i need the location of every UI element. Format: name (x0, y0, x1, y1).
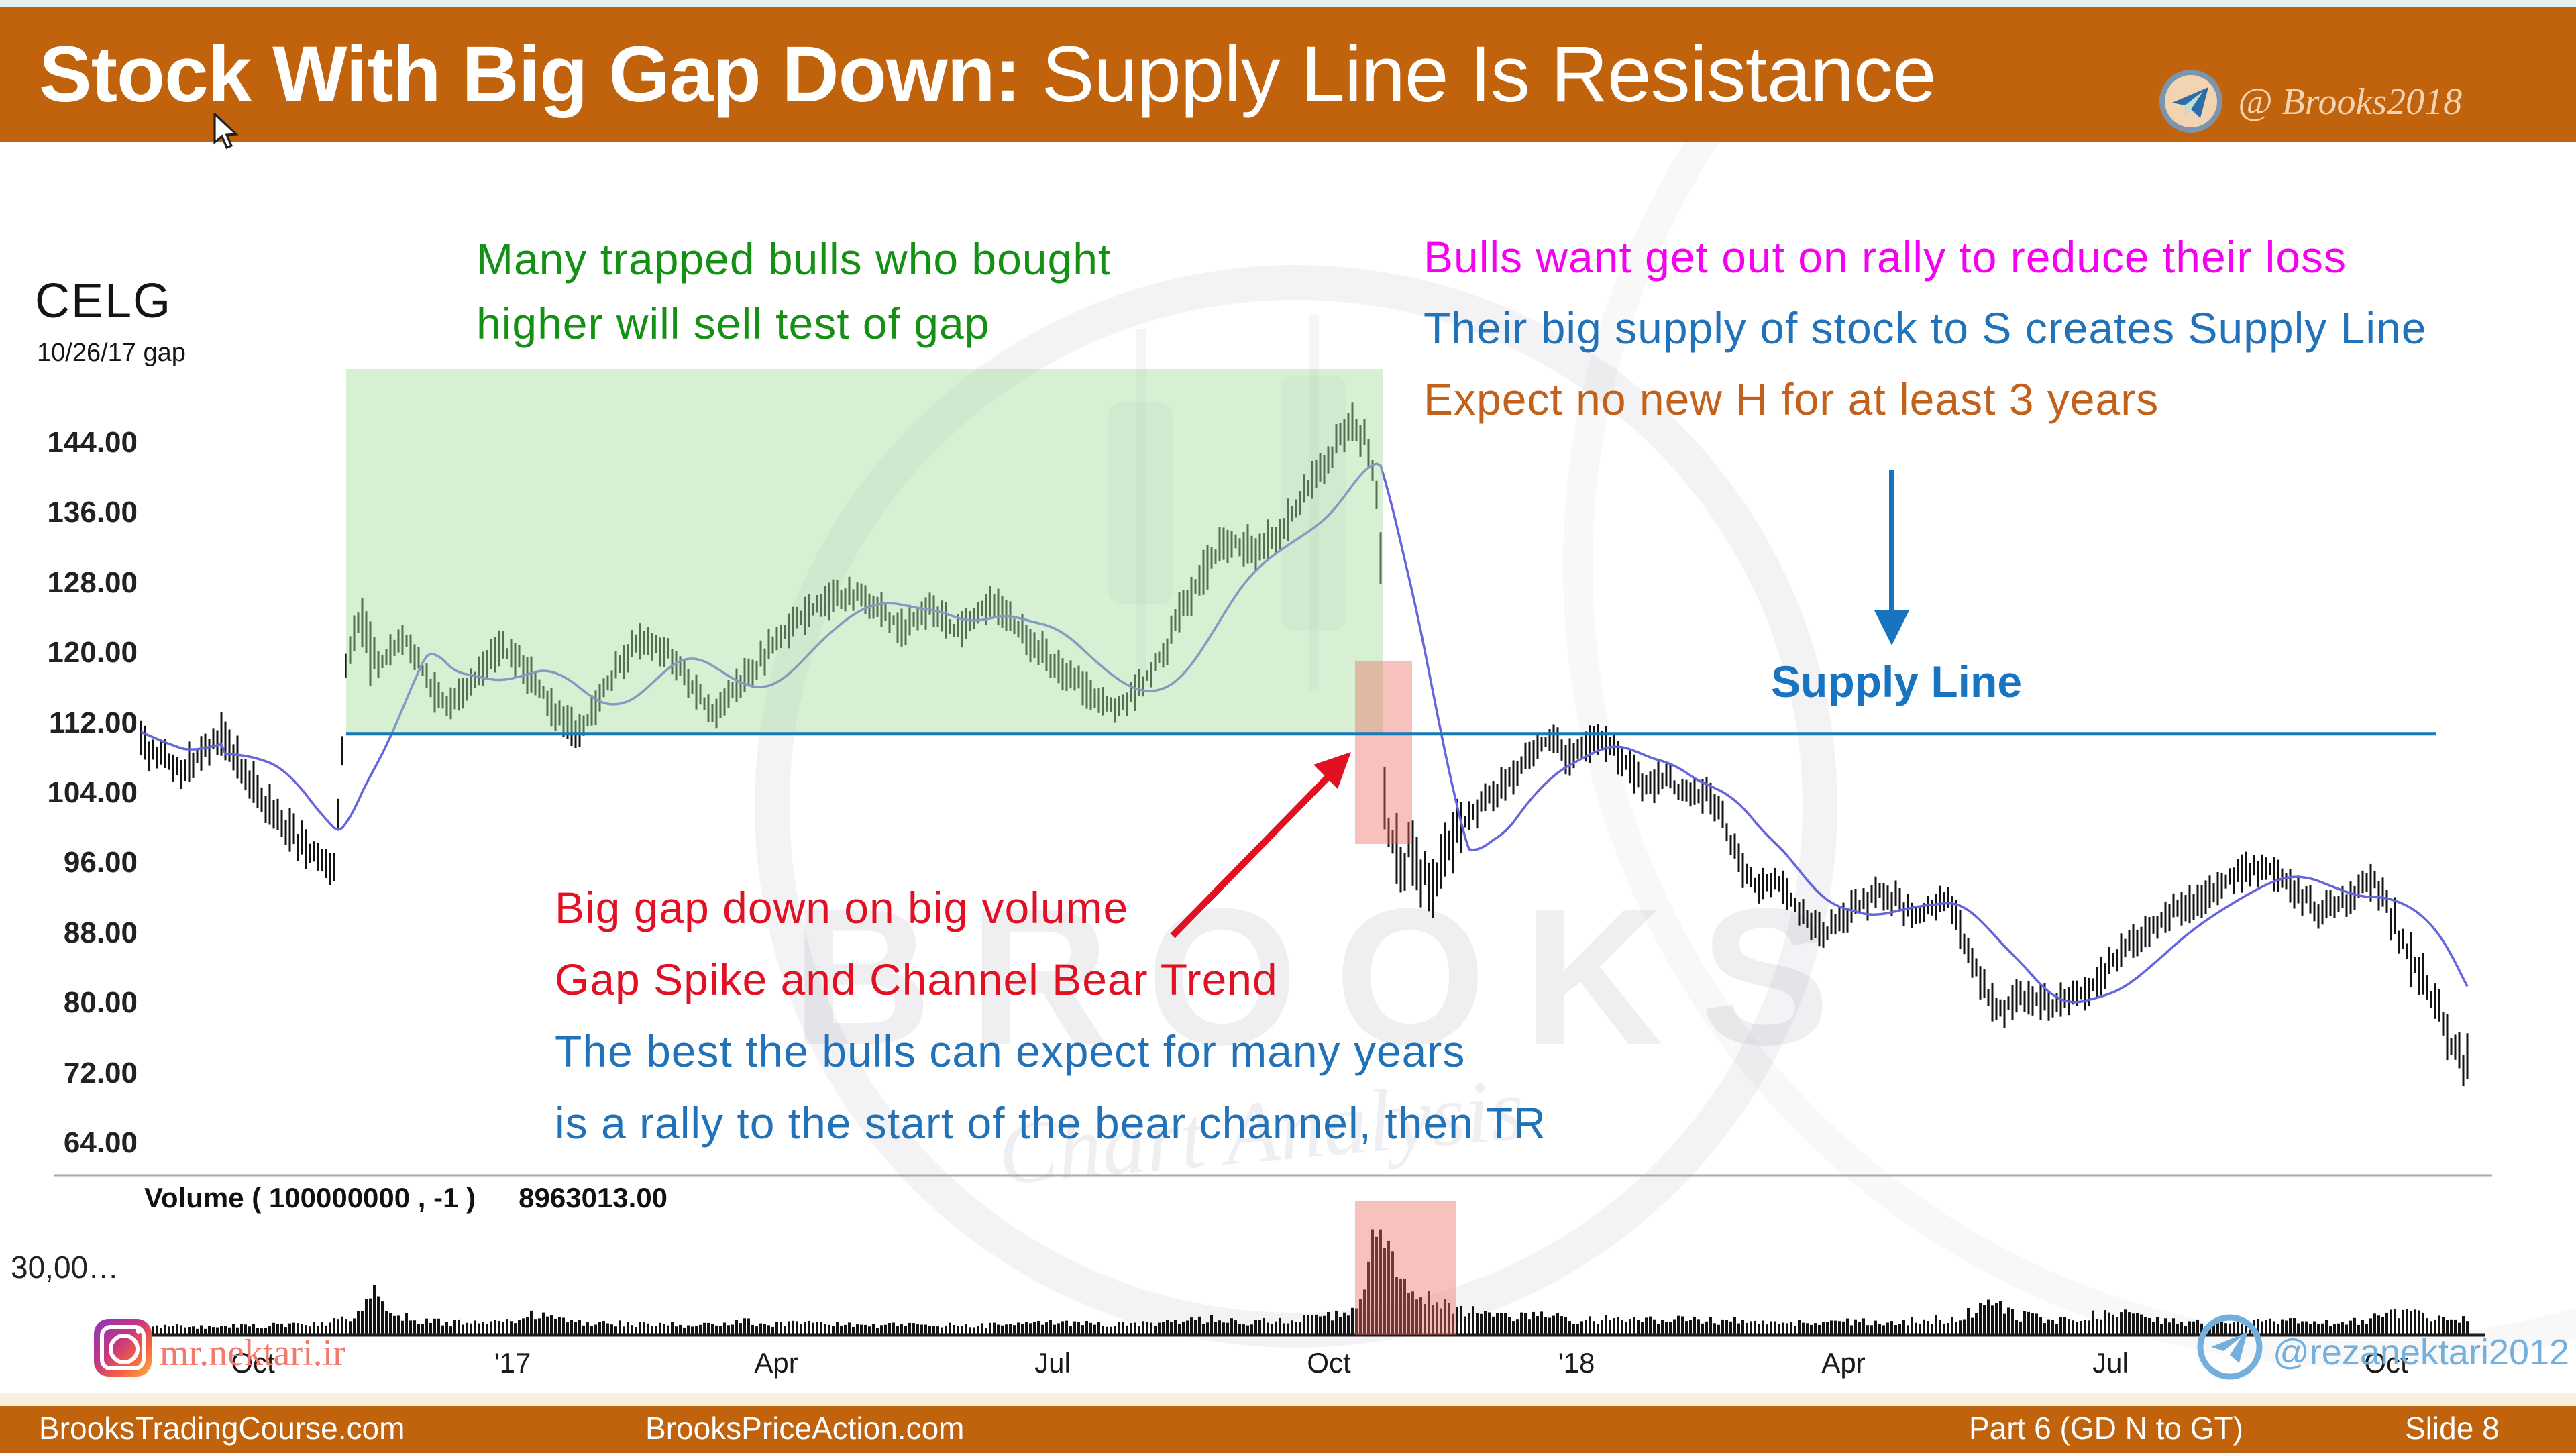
footer-site-2: BrooksPriceAction.com (645, 1411, 965, 1446)
time-tick-label: Oct (1307, 1347, 1351, 1379)
annotation-line: is a rally to the start of the bear chan… (555, 1098, 1546, 1148)
price-tick-label: 88.00 (63, 916, 138, 949)
volume-axis-label: 30,00… (11, 1250, 119, 1285)
telegram-icon-header (2159, 70, 2222, 133)
annotation-line: Expect no new H for at least 3 years (1424, 374, 2159, 424)
annotation-line: Gap Spike and Channel Bear Trend (555, 955, 1278, 1004)
annotation-line: Their big supply of stock to S creates S… (1424, 303, 2427, 353)
volume-indicator-header: Volume ( 100000000 , -1 ) 8963013.00 (144, 1182, 667, 1214)
instagram-icon (94, 1319, 152, 1377)
footer-site-1: BrooksTradingCourse.com (39, 1411, 405, 1446)
watermark-candle-body (1108, 402, 1173, 604)
brooks-telegram-handle: @ Brooks2018 (2238, 81, 2463, 123)
time-tick-label: Oct (231, 1347, 275, 1379)
annotation-line: The best the bulls can expect for many y… (555, 1026, 1466, 1076)
price-tick-label: 144.00 (47, 426, 138, 459)
telegram-icon (2197, 1314, 2263, 1380)
watermark-candle-wick (1136, 329, 1146, 678)
volume-last-value: 8963013.00 (519, 1182, 668, 1214)
price-tick-label: 72.00 (63, 1057, 138, 1089)
time-tick-label: '18 (1558, 1347, 1595, 1379)
price-tick-label: 128.00 (47, 566, 138, 599)
ticker-symbol: CELG (35, 274, 172, 328)
price-tick-label: 80.00 (63, 986, 138, 1019)
footer-slide-number: Slide 8 (2405, 1411, 2500, 1446)
price-tick-label: 112.00 (48, 706, 138, 739)
instagram-handle: mr.nektari.ir (160, 1332, 345, 1374)
annotation-gap-down: Big gap down on big volume Gap Spike and… (555, 872, 1546, 1159)
time-tick-label: Apr (1821, 1347, 1866, 1379)
annotation-line: Bulls want get out on rally to reduce th… (1424, 232, 2347, 282)
price-tick-label: 64.00 (63, 1126, 138, 1159)
watermark-candle-body (1281, 376, 1346, 631)
annotation-line: Many trapped bulls who bought (476, 234, 1112, 284)
price-tick-label: 136.00 (47, 496, 138, 529)
price-tick-label: 120.00 (47, 636, 138, 669)
mouse-cursor (213, 113, 239, 150)
telegram-handle: @rezanektari2012 (2273, 1332, 2570, 1373)
volume-indicator-name: Volume ( 100000000 , -1 ) (144, 1182, 476, 1214)
annotation-line: Big gap down on big volume (555, 883, 1129, 932)
footer-part-label: Part 6 (GD N to GT) (1969, 1411, 2243, 1446)
footer-bar: BrooksTradingCourse.com BrooksPriceActio… (0, 1406, 2576, 1453)
title-bar: Stock With Big Gap Down: Supply Line Is … (0, 7, 2576, 142)
top-strip (0, 0, 2576, 7)
supply-line-label: Supply Line (1771, 657, 2023, 706)
footer-strip (0, 1393, 2576, 1406)
slide-title-regular: Supply Line Is Resistance (1020, 30, 1937, 119)
watermark-candle-wick (1309, 315, 1319, 691)
time-tick-label: Jul (1034, 1347, 1071, 1379)
price-tick-label: 96.00 (63, 846, 138, 879)
annotation-line: higher will sell test of gap (476, 299, 990, 348)
time-tick-label: Apr (754, 1347, 798, 1379)
time-tick-label: Jul (2092, 1347, 2129, 1379)
price-tick-label: 104.00 (47, 776, 138, 809)
slide-title-bold: Stock With Big Gap Down: (39, 30, 1021, 119)
gap-date-note: 10/26/17 gap (37, 339, 186, 367)
annotation-trapped-bulls: Many trapped bulls who bought higher wil… (476, 227, 1111, 356)
time-tick-label: Oct (2364, 1347, 2408, 1379)
annotation-supply-explanation: Bulls want get out on rally to reduce th… (1424, 221, 2426, 435)
time-tick-label: '17 (494, 1347, 531, 1379)
watermark-brooks-text: BROOKS (792, 868, 1867, 1085)
